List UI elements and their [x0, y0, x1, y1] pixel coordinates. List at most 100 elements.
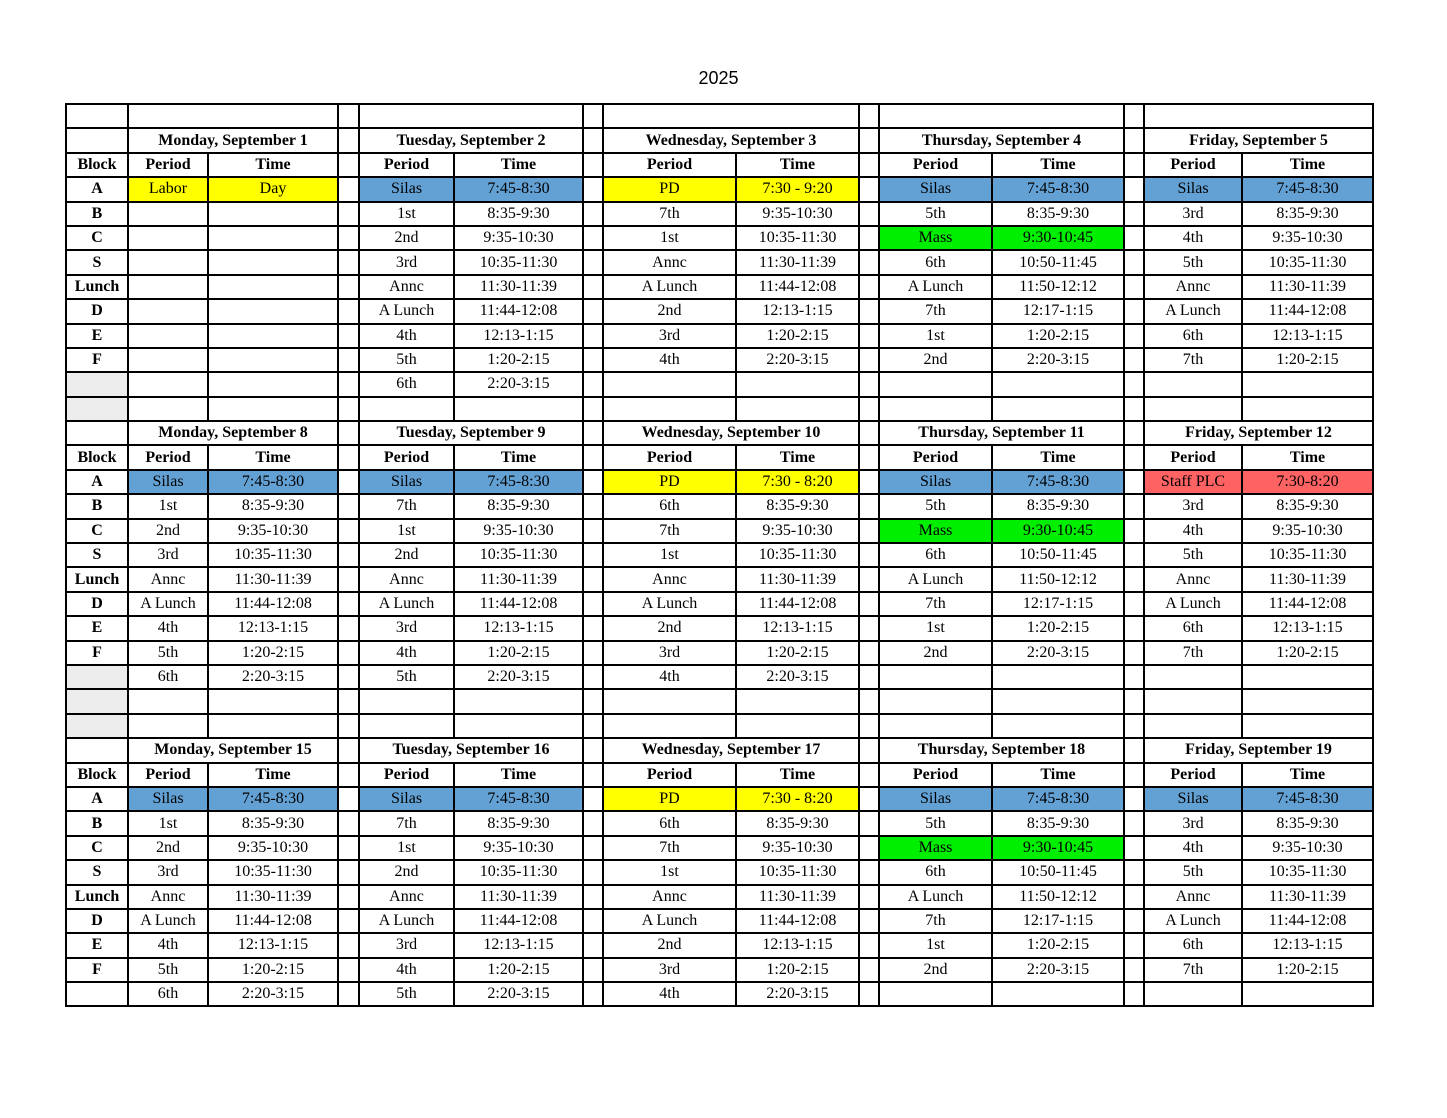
- period-cell: 5th: [358, 981, 455, 1008]
- spacer-cell: [1123, 810, 1145, 837]
- schedule-row: A Silas 7:45-8:30 Silas 7:45-8:30 PD 7:30 - 8:…: [65, 785, 1374, 813]
- time-header-cell: Time: [991, 151, 1125, 179]
- period-cell: Silas: [127, 468, 209, 496]
- time-cell: 11:44-12:08: [453, 298, 584, 325]
- period-cell: A Lunch: [1143, 590, 1243, 618]
- spacer-cell: [858, 420, 880, 447]
- time-cell: [207, 298, 339, 325]
- schedule-row: F 5th 1:20-2:15 4th 1:20-2:15 3rd 1:20-2:15 2nd…: [65, 956, 1374, 984]
- period-cell: 3rd: [1143, 200, 1243, 227]
- period-cell: 1st: [878, 322, 993, 349]
- time-cell: 11:44-12:08: [735, 907, 860, 935]
- time-cell: 2:20-3:15: [991, 956, 1125, 984]
- spacer-cell: [1123, 956, 1145, 984]
- time-cell: 9:35-10:30: [453, 517, 584, 545]
- spacer-cell: [1123, 468, 1145, 496]
- period-cell: Silas: [127, 785, 209, 813]
- spacer-cell: [858, 371, 880, 398]
- spacer-cell: [337, 761, 360, 788]
- time-cell: 7:45-8:30: [207, 785, 339, 813]
- period-cell: 4th: [358, 639, 455, 667]
- period-cell: Annc: [602, 249, 737, 276]
- block-label-cell: F: [65, 346, 129, 374]
- spacer-cell: [337, 737, 360, 764]
- spacer-cell: [337, 102, 360, 130]
- time-header-cell: Time: [453, 761, 584, 788]
- day-title-cell: Friday, September 12: [1143, 420, 1374, 447]
- period-cell: Annc: [127, 566, 209, 593]
- time-cell: [207, 346, 339, 374]
- block-label-cell: E: [65, 322, 129, 349]
- time-cell: 9:30-10:45: [991, 224, 1125, 252]
- spacer-cell: [337, 517, 360, 545]
- period-cell: 3rd: [602, 956, 737, 984]
- time-cell: 11:30-11:39: [735, 249, 860, 276]
- period-cell: [1143, 663, 1243, 691]
- schedule-row: E 4th 12:13-1:15 3rd 12:13-1:15 2nd 12:13-1:15…: [65, 932, 1374, 959]
- spacer-cell: [337, 566, 360, 593]
- period-cell: 6th: [358, 371, 455, 398]
- period-cell: [602, 712, 737, 740]
- spacer-cell: [1123, 542, 1145, 569]
- empty-cell: [1143, 102, 1374, 130]
- period-cell: [127, 322, 209, 349]
- spacer-cell: [337, 468, 360, 496]
- period-cell: 4th: [1143, 517, 1243, 545]
- period-header-cell: Period: [1143, 761, 1243, 788]
- time-cell: 11:44-12:08: [735, 273, 860, 301]
- time-cell: 11:30-11:39: [453, 566, 584, 593]
- time-header-cell: Time: [1241, 151, 1374, 179]
- time-cell: [735, 712, 860, 740]
- spacer-cell: [858, 493, 880, 520]
- spacer-cell: [582, 444, 604, 471]
- time-cell: 7:45-8:30: [453, 176, 584, 203]
- period-header-cell: Period: [127, 151, 209, 179]
- time-cell: 7:45-8:30: [991, 176, 1125, 203]
- spacer-cell: [1123, 127, 1145, 154]
- spacer-cell: [1123, 395, 1145, 423]
- time-cell: 11:44-12:08: [1241, 298, 1374, 325]
- spacer-cell: [858, 517, 880, 545]
- schedule-row: S 3rd 10:35-11:30 2nd 10:35-11:30 1st 10:35-11…: [65, 542, 1374, 569]
- time-cell: 11:30-11:39: [735, 883, 860, 910]
- time-cell: 8:35-9:30: [1241, 810, 1374, 837]
- period-cell: 7th: [878, 590, 993, 618]
- time-cell: 11:30-11:39: [453, 273, 584, 301]
- block-label-cell: A: [65, 176, 129, 203]
- period-header-cell: Period: [127, 444, 209, 471]
- time-cell: Day: [207, 176, 339, 203]
- spacer-cell: [1123, 371, 1145, 398]
- spacer-cell: [582, 493, 604, 520]
- day-title-cell: Monday, September 8: [127, 420, 339, 447]
- time-cell: 11:30-11:39: [453, 883, 584, 910]
- time-cell: 10:35-11:30: [453, 859, 584, 886]
- time-cell: 10:35-11:30: [453, 542, 584, 569]
- block-label-cell: Lunch: [65, 883, 129, 910]
- spacer-cell: [858, 542, 880, 569]
- top-spacer-row: [65, 102, 1374, 130]
- time-cell: 8:35-9:30: [735, 493, 860, 520]
- block-label-cell: E: [65, 615, 129, 642]
- time-cell: 9:35-10:30: [1241, 834, 1374, 862]
- time-cell: [1241, 981, 1374, 1008]
- column-header-row: Block Period Time Period Time Period Time Perio…: [65, 444, 1374, 471]
- period-header-cell: Period: [358, 151, 455, 179]
- period-cell: Annc: [1143, 883, 1243, 910]
- period-cell: A Lunch: [358, 590, 455, 618]
- time-cell: 10:50-11:45: [991, 859, 1125, 886]
- time-cell: 9:35-10:30: [735, 517, 860, 545]
- time-cell: 11:30-11:39: [207, 883, 339, 910]
- spacer-cell: [1123, 566, 1145, 593]
- spacer-cell: [582, 542, 604, 569]
- time-cell: 11:44-12:08: [1241, 907, 1374, 935]
- period-cell: Silas: [1143, 176, 1243, 203]
- period-cell: [127, 224, 209, 252]
- time-cell: [1241, 395, 1374, 423]
- spacer-cell: [582, 176, 604, 203]
- time-cell: 12:13-1:15: [735, 932, 860, 959]
- spacer-cell: [858, 688, 880, 715]
- spacer-cell: [1123, 200, 1145, 227]
- time-cell: 11:50-12:12: [991, 273, 1125, 301]
- period-cell: 7th: [1143, 639, 1243, 667]
- time-cell: 12:13-1:15: [735, 615, 860, 642]
